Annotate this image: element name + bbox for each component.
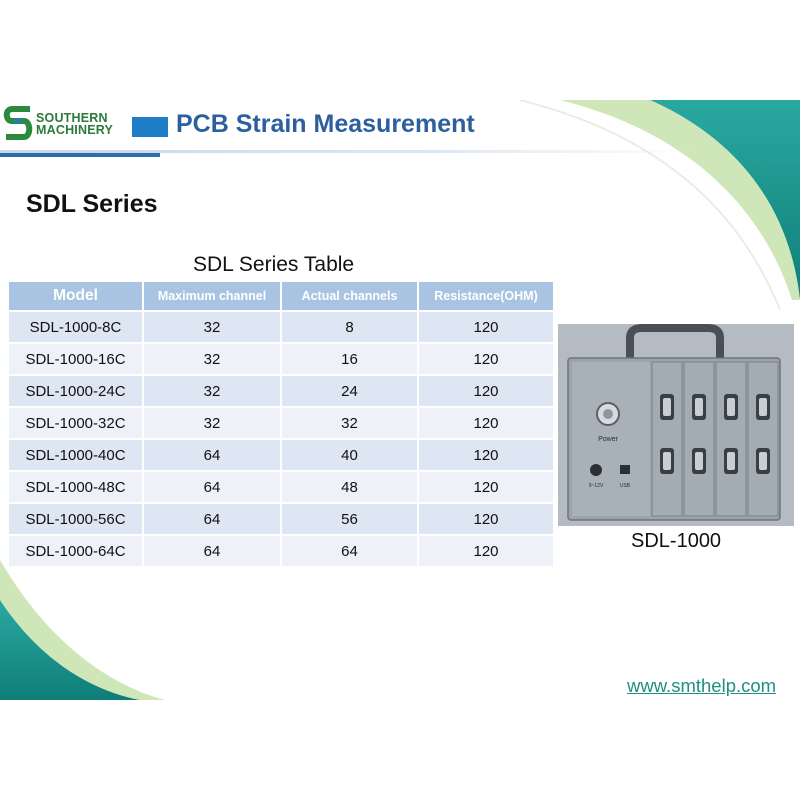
power-label: Power (598, 436, 619, 443)
cell-actual-channels: 56 (282, 504, 417, 534)
spec-table: Model Maximum channel Actual channels Re… (7, 280, 555, 568)
header-resistance: Resistance(OHM) (419, 282, 553, 310)
cell-actual-channels: 48 (282, 472, 417, 502)
cell-resistance: 120 (419, 440, 553, 470)
header-divider (0, 150, 700, 153)
usb-label: USB (620, 483, 631, 489)
cell-max-channel: 64 (144, 536, 280, 566)
cell-max-channel: 32 (144, 376, 280, 406)
cell-model: SDL-1000-8C (9, 312, 142, 342)
cell-actual-channels: 40 (282, 440, 417, 470)
slide-decoration (0, 100, 800, 700)
website-link[interactable]: www.smthelp.com (627, 675, 777, 696)
header-actual-channels: Actual channels (282, 282, 417, 310)
cell-actual-channels: 32 (282, 408, 417, 438)
cell-max-channel: 32 (144, 344, 280, 374)
table-row: SDL-1000-48C 64 48 120 (9, 472, 553, 502)
table-title: SDL Series Table (193, 253, 355, 276)
cell-actual-channels: 8 (282, 312, 417, 342)
device-front-panel (572, 362, 650, 516)
cell-model: SDL-1000-48C (9, 472, 142, 502)
header-divider-accent (0, 153, 160, 157)
cell-model: SDL-1000-64C (9, 536, 142, 566)
title-square-icon (132, 117, 168, 137)
dc-label: 9~12V (589, 483, 604, 489)
cell-resistance: 120 (419, 376, 553, 406)
cell-max-channel: 32 (144, 408, 280, 438)
section-title: SDL Series (26, 190, 158, 218)
usb-port-icon (620, 465, 630, 474)
logo-s-icon (3, 106, 33, 140)
cell-model: SDL-1000-24C (9, 376, 142, 406)
header-max-channel: Maximum channel (144, 282, 280, 310)
table-row: SDL-1000-32C 32 32 120 (9, 408, 553, 438)
cell-resistance: 120 (419, 312, 553, 342)
cell-max-channel: 32 (144, 312, 280, 342)
cell-actual-channels: 24 (282, 376, 417, 406)
cell-resistance: 120 (419, 344, 553, 374)
cell-max-channel: 64 (144, 440, 280, 470)
cell-resistance: 120 (419, 536, 553, 566)
top-right-swoosh-line (519, 100, 781, 311)
dc-jack-icon (590, 464, 602, 476)
cell-model: SDL-1000-40C (9, 440, 142, 470)
top-right-swoosh-light (560, 100, 800, 300)
table-row: SDL-1000-8C 32 8 120 (9, 312, 553, 342)
device-handle (626, 324, 724, 364)
logo-text-line2: MACHINERY (36, 123, 114, 137)
cell-max-channel: 64 (144, 504, 280, 534)
table-header-row: Model Maximum channel Actual channels Re… (9, 282, 553, 310)
company-logo: SOUTHERN MACHINERY (0, 103, 130, 143)
cell-resistance: 120 (419, 408, 553, 438)
channel-modules (651, 361, 779, 517)
device-caption: SDL-1000 (631, 530, 722, 552)
cell-resistance: 120 (419, 472, 553, 502)
bottom-left-swoosh-light (0, 560, 165, 700)
cell-actual-channels: 16 (282, 344, 417, 374)
table-row: SDL-1000-24C 32 24 120 (9, 376, 553, 406)
cell-model: SDL-1000-56C (9, 504, 142, 534)
cell-actual-channels: 64 (282, 536, 417, 566)
cell-model: SDL-1000-16C (9, 344, 142, 374)
header-model: Model (9, 282, 142, 310)
top-right-swoosh-dark (650, 100, 800, 300)
cell-model: SDL-1000-32C (9, 408, 142, 438)
slide-title: PCB Strain Measurement (176, 110, 475, 138)
table-row: SDL-1000-64C 64 64 120 (9, 536, 553, 566)
cell-max-channel: 64 (144, 472, 280, 502)
logo-text-line1: SOUTHERN (36, 111, 108, 125)
slide: SOUTHERN MACHINERY PCB Strain Measuremen… (0, 100, 800, 700)
table-row: SDL-1000-56C 64 56 120 (9, 504, 553, 534)
table-row: SDL-1000-16C 32 16 120 (9, 344, 553, 374)
device-photo: Power 9~12V USB (558, 324, 794, 526)
cell-resistance: 120 (419, 504, 553, 534)
table-row: SDL-1000-40C 64 40 120 (9, 440, 553, 470)
bottom-left-swoosh-dark (0, 600, 140, 700)
